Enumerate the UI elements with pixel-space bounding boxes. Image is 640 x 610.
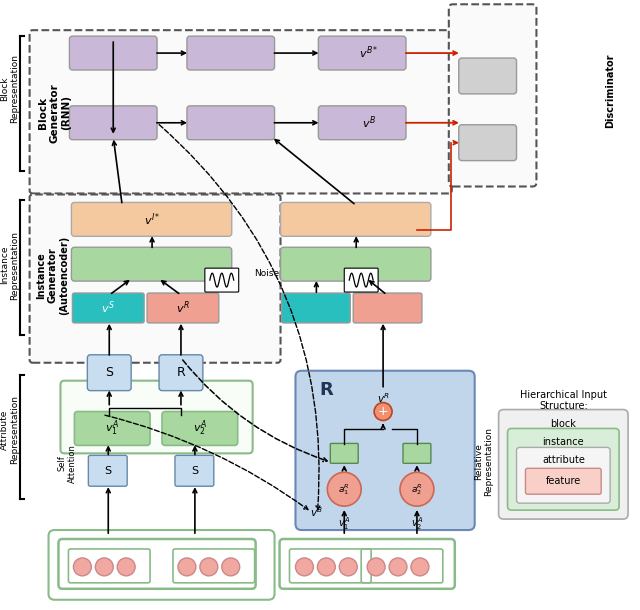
FancyBboxPatch shape xyxy=(318,36,406,70)
FancyBboxPatch shape xyxy=(525,468,601,494)
Text: $v^R$: $v^R$ xyxy=(376,391,390,404)
FancyBboxPatch shape xyxy=(499,409,628,519)
FancyBboxPatch shape xyxy=(449,4,536,187)
FancyBboxPatch shape xyxy=(330,443,358,464)
Text: $v^R$: $v^R$ xyxy=(176,300,190,317)
Circle shape xyxy=(400,472,434,506)
Text: Instance
Representation: Instance Representation xyxy=(0,231,19,300)
Circle shape xyxy=(327,472,361,506)
Text: $v^A_2$: $v^A_2$ xyxy=(411,515,423,533)
FancyBboxPatch shape xyxy=(159,355,203,390)
FancyBboxPatch shape xyxy=(282,293,350,323)
Circle shape xyxy=(74,558,92,576)
Text: Noise: Noise xyxy=(253,268,279,278)
Text: Block
Representation: Block Representation xyxy=(0,54,19,123)
Text: +: + xyxy=(378,405,388,418)
Text: feature: feature xyxy=(546,476,581,486)
Circle shape xyxy=(411,558,429,576)
Text: Self
Attention: Self Attention xyxy=(58,444,77,483)
Text: $v^A_2$: $v^A_2$ xyxy=(193,418,207,438)
FancyBboxPatch shape xyxy=(29,195,280,363)
Text: S: S xyxy=(191,466,198,476)
Text: Block
Generator
(RNN): Block Generator (RNN) xyxy=(38,83,71,143)
FancyBboxPatch shape xyxy=(29,30,452,193)
Text: $v^{B*}$: $v^{B*}$ xyxy=(360,45,379,62)
Text: $a^R_2$: $a^R_2$ xyxy=(411,482,423,497)
FancyBboxPatch shape xyxy=(72,293,144,323)
Text: instance: instance xyxy=(543,437,584,447)
FancyBboxPatch shape xyxy=(280,247,431,281)
FancyBboxPatch shape xyxy=(187,36,275,70)
FancyBboxPatch shape xyxy=(87,355,131,390)
FancyBboxPatch shape xyxy=(205,268,239,292)
Circle shape xyxy=(339,558,357,576)
Text: Discriminator: Discriminator xyxy=(605,54,615,128)
FancyBboxPatch shape xyxy=(353,293,422,323)
FancyBboxPatch shape xyxy=(280,203,431,236)
FancyBboxPatch shape xyxy=(318,106,406,140)
Text: $v^{I*}$: $v^{I*}$ xyxy=(144,211,161,228)
FancyBboxPatch shape xyxy=(516,447,610,503)
Circle shape xyxy=(389,558,407,576)
Circle shape xyxy=(95,558,113,576)
Circle shape xyxy=(222,558,240,576)
FancyBboxPatch shape xyxy=(459,58,516,94)
FancyBboxPatch shape xyxy=(72,203,232,236)
FancyBboxPatch shape xyxy=(147,293,219,323)
Text: R: R xyxy=(319,381,333,399)
Circle shape xyxy=(317,558,335,576)
FancyBboxPatch shape xyxy=(74,412,150,445)
FancyBboxPatch shape xyxy=(403,443,431,464)
Text: S: S xyxy=(105,366,113,379)
Text: Hierarchical Input
Structure:: Hierarchical Input Structure: xyxy=(520,390,607,411)
Circle shape xyxy=(117,558,135,576)
Text: $v^B$: $v^B$ xyxy=(310,505,323,519)
Text: S: S xyxy=(105,466,112,476)
Text: $a^R_1$: $a^R_1$ xyxy=(339,482,350,497)
Text: attribute: attribute xyxy=(542,455,585,465)
Circle shape xyxy=(200,558,218,576)
Circle shape xyxy=(367,558,385,576)
FancyBboxPatch shape xyxy=(88,455,127,486)
Text: $v^A_1$: $v^A_1$ xyxy=(106,418,119,438)
Text: R: R xyxy=(177,366,186,379)
Circle shape xyxy=(296,558,314,576)
FancyBboxPatch shape xyxy=(459,125,516,160)
Circle shape xyxy=(178,558,196,576)
FancyBboxPatch shape xyxy=(162,412,237,445)
Text: Attribute
Representation: Attribute Representation xyxy=(0,395,19,464)
FancyBboxPatch shape xyxy=(69,36,157,70)
FancyBboxPatch shape xyxy=(296,371,475,530)
Text: Instance
Generator
(Autoencoder): Instance Generator (Autoencoder) xyxy=(36,235,69,315)
Text: $v^A_1$: $v^A_1$ xyxy=(338,515,351,533)
FancyBboxPatch shape xyxy=(508,428,619,510)
FancyBboxPatch shape xyxy=(69,106,157,140)
FancyBboxPatch shape xyxy=(344,268,378,292)
Text: $v^S$: $v^S$ xyxy=(101,300,115,317)
FancyBboxPatch shape xyxy=(72,247,232,281)
Text: $v^{B}$: $v^{B}$ xyxy=(362,115,376,131)
FancyBboxPatch shape xyxy=(175,455,214,486)
FancyBboxPatch shape xyxy=(187,106,275,140)
Text: block: block xyxy=(550,420,576,429)
FancyBboxPatch shape xyxy=(60,381,253,453)
Circle shape xyxy=(374,403,392,420)
Text: Relative
Representation: Relative Representation xyxy=(474,427,493,496)
